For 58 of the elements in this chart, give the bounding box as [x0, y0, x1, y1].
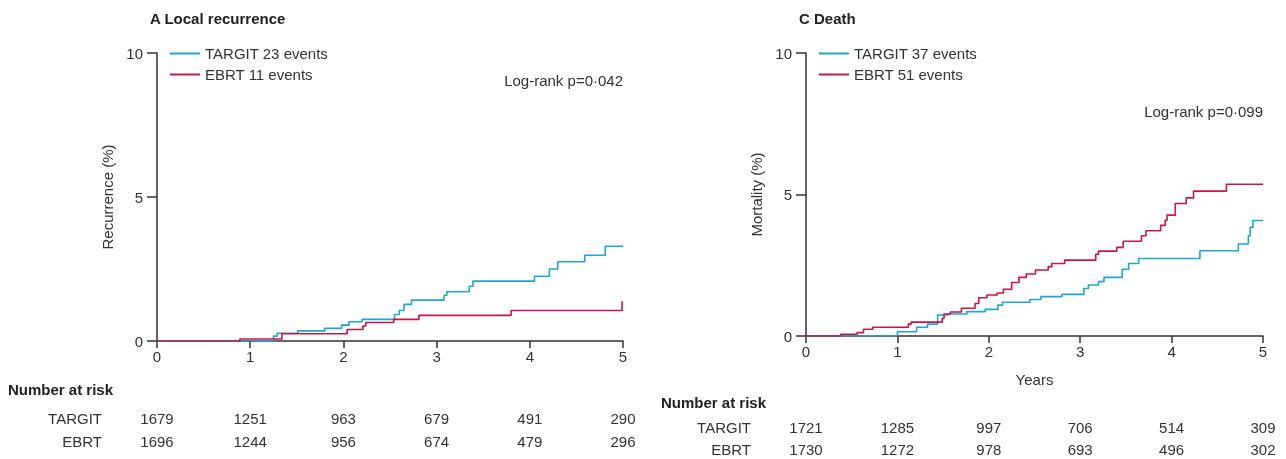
text: 1696 [140, 432, 174, 450]
text: EBRT [62, 432, 102, 450]
text: 1251 [233, 409, 267, 427]
legend-label: TARGIT 37 events [854, 45, 977, 62]
text: 309 [1250, 418, 1276, 436]
text: 1244 [233, 432, 267, 450]
text: 296 [610, 432, 636, 450]
x-tick-label: 0 [801, 343, 811, 360]
legend-label: EBRT 51 events [854, 66, 963, 83]
text: 479 [517, 432, 543, 450]
text: 963 [330, 409, 356, 427]
chart-title: C Death [799, 10, 856, 27]
chart-title: A Local recurrence [150, 10, 286, 27]
text: 679 [424, 409, 450, 427]
text: 997 [976, 418, 1002, 436]
x-tick-label: 3 [1076, 343, 1085, 360]
y-tick-label: 10 [775, 44, 792, 62]
text: 956 [330, 432, 356, 450]
legend-label: TARGIT 23 events [205, 45, 328, 62]
text: 693 [1067, 440, 1093, 458]
text: 1721 [789, 418, 823, 436]
text: Number at risk [8, 381, 114, 398]
y-axis-title: Recurrence (%) [99, 144, 117, 250]
text: 978 [976, 440, 1002, 458]
text: 1679 [140, 409, 174, 427]
y-axis-title: Mortality (%) [748, 152, 766, 237]
x-tick-label: 0 [152, 348, 162, 365]
x-tick-label: 5 [1258, 343, 1268, 360]
x-tick-label: 2 [339, 348, 348, 365]
text: 1730 [789, 440, 823, 458]
y-tick-label: 10 [126, 44, 143, 62]
text: 1285 [880, 418, 915, 436]
text: 496 [1159, 440, 1185, 458]
y-tick-label: 5 [783, 186, 792, 203]
text: Number at risk [661, 394, 767, 411]
text: TARGIT [697, 418, 751, 436]
x-axis-title: Years [1015, 371, 1054, 388]
text: TARGIT [48, 409, 102, 427]
text: 1272 [880, 440, 915, 458]
text: 491 [517, 409, 543, 427]
text: 290 [610, 409, 636, 427]
text: 514 [1159, 418, 1185, 436]
text: 674 [424, 432, 450, 450]
x-tick-label: 1 [893, 343, 902, 360]
text: EBRT [711, 440, 751, 458]
x-tick-label: 2 [984, 343, 993, 360]
x-tick-label: 3 [432, 348, 441, 365]
annotation: Log-rank p=0·042 [504, 72, 624, 90]
text: 302 [1250, 440, 1276, 458]
legend-label: EBRT 11 events [205, 66, 313, 83]
y-tick-label: 5 [134, 188, 143, 206]
x-tick-label: 5 [618, 348, 628, 365]
text: 706 [1067, 418, 1093, 436]
x-tick-label: 4 [1167, 343, 1176, 360]
x-tick-label: 4 [525, 348, 534, 365]
annotation: Log-rank p=0·099 [1144, 102, 1264, 120]
x-tick-label: 1 [246, 348, 255, 365]
y-tick-label: 0 [783, 327, 792, 345]
